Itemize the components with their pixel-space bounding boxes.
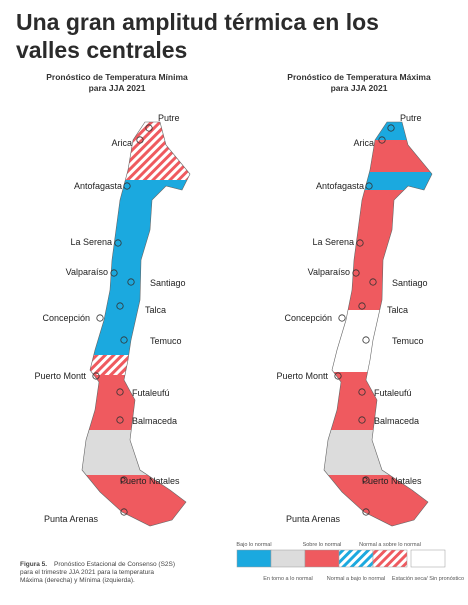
city-marker <box>365 182 373 190</box>
city-marker <box>123 182 131 190</box>
city-label: Valparaíso <box>66 267 108 277</box>
caption-text: Máxima (derecha) y Mínima (izquierda). <box>20 577 135 584</box>
city-label: Punta Arenas <box>286 514 341 524</box>
city-marker <box>120 508 128 516</box>
city-label: Balmaceda <box>132 416 177 426</box>
map-max <box>323 121 433 527</box>
city-label: Balmaceda <box>374 416 419 426</box>
city-marker <box>338 314 346 322</box>
city-label: Temuco <box>150 336 182 346</box>
city-label: Putre <box>400 113 422 123</box>
title: Una gran amplitud térmica en los <box>16 9 379 35</box>
caption-label: Figura 5. <box>20 561 47 568</box>
city-label: Antofagasta <box>316 181 364 191</box>
city-label: Temuco <box>392 336 424 346</box>
city-marker <box>362 508 370 516</box>
city-label: Putre <box>158 113 180 123</box>
city-marker <box>358 416 366 424</box>
city-marker <box>110 269 118 277</box>
city-label: Talca <box>387 305 408 315</box>
legend: Bajo lo normal En torno a lo normal Sobre … <box>236 542 464 582</box>
city-label: Concepción <box>42 313 90 323</box>
map-title: para JJA 2021 <box>331 83 388 93</box>
city-marker <box>378 136 386 144</box>
map-title: Pronóstico de Temperatura Mínima <box>46 72 188 82</box>
city-marker <box>358 302 366 310</box>
legend-label: Estación seca/ Sin pronóstico <box>392 576 464 582</box>
city-marker <box>352 269 360 277</box>
city-label: Puerto Montt <box>276 371 328 381</box>
map-title: Pronóstico de Temperatura Máxima <box>287 72 431 82</box>
city-label: La Serena <box>312 237 354 247</box>
city-marker <box>362 336 370 344</box>
city-marker <box>116 302 124 310</box>
city-marker <box>362 476 370 484</box>
city-marker <box>358 388 366 396</box>
caption-text: Pronóstico Estacional de Consenso (S2S) <box>54 561 175 568</box>
city-label: Futaleufú <box>132 388 170 398</box>
title: valles centrales <box>16 37 187 63</box>
legend-label: Sobre lo normal <box>303 542 342 548</box>
city-label: Santiago <box>150 278 186 288</box>
city-label: La Serena <box>70 237 112 247</box>
city-marker <box>116 388 124 396</box>
city-marker <box>116 416 124 424</box>
city-label: Puerto Natales <box>120 476 180 486</box>
city-marker <box>114 239 122 247</box>
city-marker <box>96 314 104 322</box>
city-marker <box>387 124 395 132</box>
city-marker <box>120 336 128 344</box>
city-label: Puerto Natales <box>362 476 422 486</box>
city-label: Concepción <box>284 313 332 323</box>
city-label: Talca <box>145 305 166 315</box>
legend-label: Normal a bajo lo normal <box>327 576 385 582</box>
city-marker <box>120 476 128 484</box>
city-marker <box>127 278 135 286</box>
city-marker <box>334 372 342 380</box>
city-marker <box>136 136 144 144</box>
city-label: Santiago <box>392 278 428 288</box>
city-label: Arica <box>353 138 374 148</box>
city-label: Futaleufú <box>374 388 412 398</box>
city-label: Puerto Montt <box>34 371 86 381</box>
city-label: Antofagasta <box>74 181 122 191</box>
map-title: para JJA 2021 <box>89 83 146 93</box>
city-marker <box>145 124 153 132</box>
legend-label: Bajo lo normal <box>236 542 271 548</box>
legend-label: En torno a lo normal <box>263 576 313 582</box>
city-marker <box>369 278 377 286</box>
city-label: Valparaíso <box>308 267 350 277</box>
city-marker <box>92 372 100 380</box>
city-label: Arica <box>111 138 132 148</box>
map-min <box>81 121 191 527</box>
city-label: Punta Arenas <box>44 514 99 524</box>
caption-text: para el trimestre JJA 2021 para la tempe… <box>20 569 154 576</box>
legend-label: Normal a sobre lo normal <box>359 542 421 548</box>
city-marker <box>356 239 364 247</box>
